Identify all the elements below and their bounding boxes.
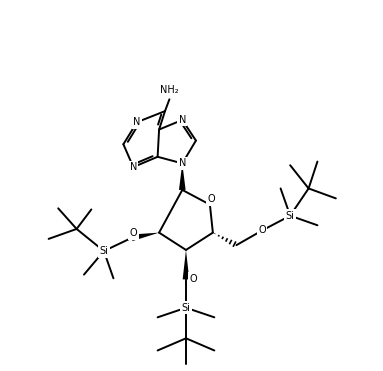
Text: O: O xyxy=(190,274,197,284)
Text: Si: Si xyxy=(286,211,295,221)
Text: O: O xyxy=(130,229,137,239)
Text: N: N xyxy=(133,117,141,127)
Text: O: O xyxy=(259,226,266,236)
Text: O: O xyxy=(208,194,216,204)
Text: N: N xyxy=(129,162,137,172)
Polygon shape xyxy=(183,250,189,279)
Text: NH₂: NH₂ xyxy=(160,85,179,95)
Text: Si: Si xyxy=(182,303,190,313)
Text: Si: Si xyxy=(100,246,108,256)
Polygon shape xyxy=(131,233,159,241)
Polygon shape xyxy=(179,163,186,190)
Text: N: N xyxy=(178,115,186,125)
Text: N: N xyxy=(178,158,186,168)
